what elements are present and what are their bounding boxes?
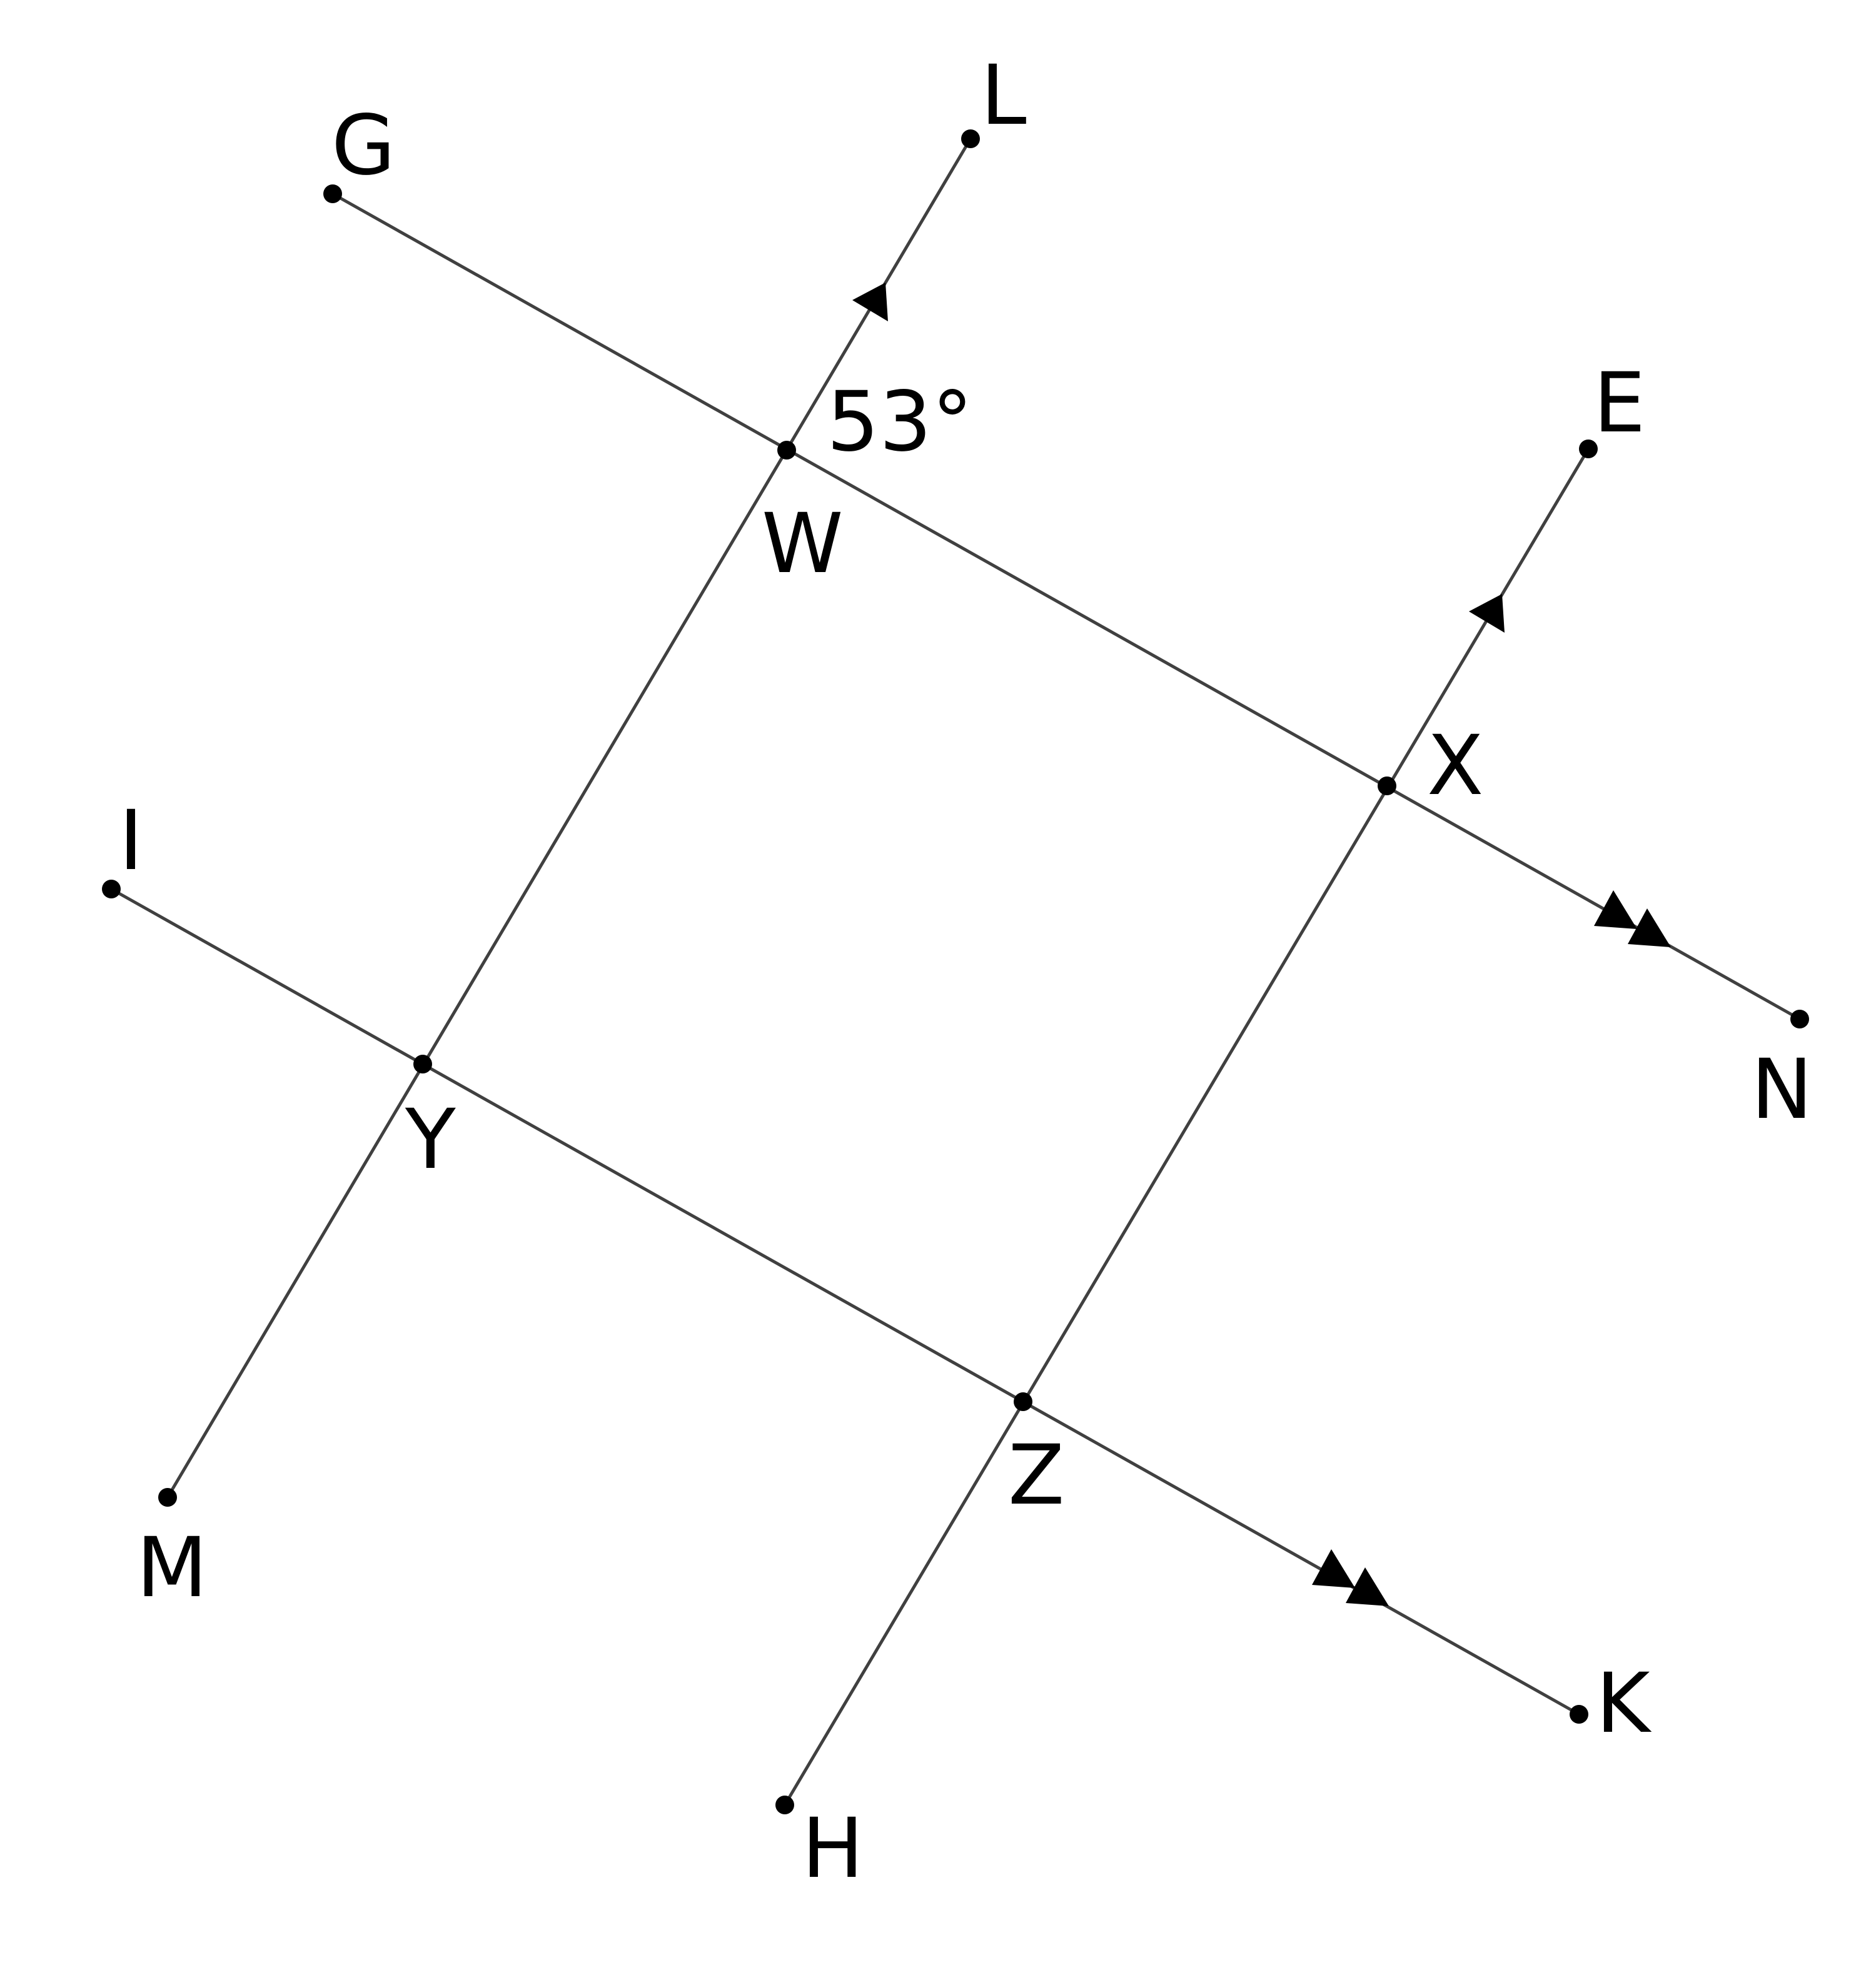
point-x: [1378, 776, 1396, 795]
label-i: I: [119, 793, 143, 889]
label-x: X: [1427, 718, 1483, 814]
label-w: W: [762, 496, 844, 592]
label-k: K: [1596, 1656, 1652, 1752]
double-arrow-gn-1: [1594, 890, 1637, 929]
point-i: [102, 880, 121, 898]
parallel-arrow-he: [1469, 594, 1505, 633]
line-h-e: [783, 448, 1590, 1806]
label-g: G: [331, 98, 395, 194]
point-y: [413, 1055, 432, 1073]
point-g: [323, 184, 342, 203]
label-y: Y: [405, 1092, 456, 1188]
point-h: [775, 1796, 794, 1814]
label-l: L: [981, 48, 1027, 144]
point-k: [1570, 1705, 1588, 1724]
line-m-l: [166, 138, 972, 1499]
point-m: [158, 1488, 177, 1507]
point-l: [961, 129, 980, 148]
label-m: M: [136, 1520, 208, 1616]
parallel-arrow-ml: [852, 283, 888, 321]
point-w: [777, 441, 796, 460]
double-arrow-ik-2: [1346, 1567, 1389, 1606]
label-e: E: [1593, 355, 1645, 451]
point-z: [1014, 1392, 1032, 1411]
label-n: N: [1751, 1042, 1813, 1138]
point-n: [1790, 1010, 1809, 1028]
point-e: [1579, 440, 1598, 458]
line-g-n: [331, 192, 1801, 1021]
angle-label: 53°: [827, 374, 973, 470]
double-arrow-ik-1: [1312, 1549, 1355, 1588]
double-arrow-gn-2: [1628, 908, 1671, 947]
label-h: H: [802, 1801, 864, 1897]
label-z: Z: [1008, 1427, 1064, 1524]
